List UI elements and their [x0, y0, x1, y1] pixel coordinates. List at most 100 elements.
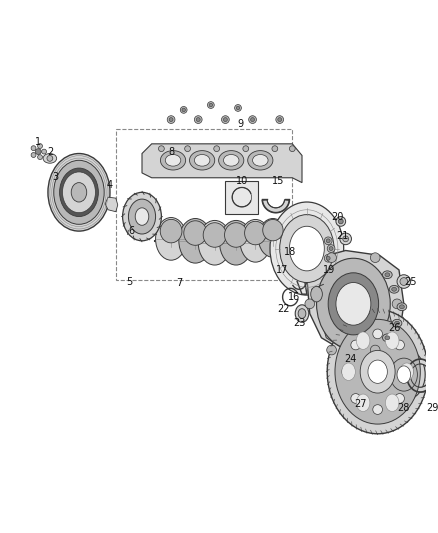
- Circle shape: [251, 118, 254, 122]
- Circle shape: [397, 274, 410, 288]
- Ellipse shape: [63, 172, 95, 213]
- Ellipse shape: [390, 358, 417, 391]
- Circle shape: [185, 146, 191, 151]
- Text: 20: 20: [332, 212, 344, 222]
- Ellipse shape: [244, 221, 266, 245]
- Ellipse shape: [311, 286, 322, 302]
- Ellipse shape: [290, 226, 324, 271]
- Text: 22: 22: [277, 304, 290, 314]
- Text: 25: 25: [404, 277, 417, 287]
- Circle shape: [395, 393, 404, 403]
- Ellipse shape: [179, 219, 212, 263]
- Circle shape: [180, 107, 187, 114]
- Text: 29: 29: [427, 402, 438, 413]
- Text: 17: 17: [276, 265, 289, 275]
- Text: 26: 26: [388, 323, 400, 333]
- Circle shape: [47, 156, 53, 161]
- Circle shape: [326, 256, 330, 260]
- Ellipse shape: [219, 151, 244, 170]
- Ellipse shape: [194, 155, 210, 166]
- Bar: [116, 130, 292, 280]
- Ellipse shape: [327, 310, 428, 434]
- Text: 9: 9: [237, 119, 243, 130]
- Text: 4: 4: [107, 180, 113, 190]
- Circle shape: [194, 116, 202, 124]
- Ellipse shape: [190, 151, 215, 170]
- Ellipse shape: [382, 271, 392, 279]
- Text: 19: 19: [323, 265, 335, 275]
- Ellipse shape: [385, 394, 399, 411]
- Ellipse shape: [60, 168, 99, 216]
- Circle shape: [395, 340, 404, 350]
- Ellipse shape: [165, 155, 181, 166]
- Circle shape: [169, 118, 173, 122]
- Text: 1: 1: [35, 137, 41, 147]
- Ellipse shape: [248, 151, 273, 170]
- Text: 2: 2: [48, 147, 54, 157]
- Circle shape: [159, 146, 164, 151]
- Circle shape: [342, 367, 351, 376]
- Circle shape: [336, 216, 346, 226]
- Circle shape: [31, 146, 36, 151]
- Text: 28: 28: [398, 402, 410, 413]
- Circle shape: [167, 116, 175, 124]
- Ellipse shape: [399, 305, 404, 309]
- Circle shape: [392, 299, 402, 309]
- Text: 5: 5: [126, 277, 133, 287]
- Circle shape: [196, 118, 200, 122]
- Ellipse shape: [360, 350, 395, 393]
- Circle shape: [214, 146, 219, 151]
- Polygon shape: [105, 197, 118, 212]
- Circle shape: [327, 253, 336, 262]
- Ellipse shape: [385, 273, 390, 277]
- Text: 27: 27: [354, 399, 367, 409]
- Ellipse shape: [368, 360, 387, 383]
- Ellipse shape: [342, 363, 355, 381]
- Circle shape: [209, 103, 212, 107]
- Ellipse shape: [203, 223, 226, 247]
- Circle shape: [38, 155, 42, 159]
- Ellipse shape: [335, 319, 420, 424]
- Text: 18: 18: [284, 247, 297, 257]
- Ellipse shape: [397, 366, 410, 383]
- Circle shape: [327, 245, 335, 253]
- Ellipse shape: [385, 336, 390, 340]
- Polygon shape: [321, 307, 394, 352]
- Circle shape: [340, 233, 351, 245]
- Text: 24: 24: [344, 354, 357, 364]
- Ellipse shape: [317, 259, 390, 350]
- Text: 6: 6: [128, 226, 134, 236]
- Ellipse shape: [356, 394, 370, 411]
- Circle shape: [42, 149, 46, 154]
- Bar: [226, 181, 258, 214]
- Ellipse shape: [385, 332, 399, 349]
- Ellipse shape: [392, 287, 396, 291]
- Text: 3: 3: [53, 172, 59, 182]
- Circle shape: [373, 405, 382, 414]
- Ellipse shape: [223, 155, 239, 166]
- Text: 7: 7: [176, 278, 182, 288]
- Ellipse shape: [155, 217, 187, 260]
- Ellipse shape: [382, 334, 392, 342]
- Ellipse shape: [128, 199, 155, 234]
- Ellipse shape: [400, 363, 413, 381]
- Ellipse shape: [356, 332, 370, 349]
- Polygon shape: [407, 359, 432, 392]
- Circle shape: [243, 146, 249, 151]
- Ellipse shape: [397, 303, 407, 311]
- Ellipse shape: [43, 154, 57, 163]
- Circle shape: [351, 393, 360, 403]
- Circle shape: [371, 345, 380, 355]
- Text: 21: 21: [336, 231, 349, 241]
- Ellipse shape: [382, 349, 425, 401]
- Circle shape: [223, 118, 227, 122]
- Ellipse shape: [48, 154, 110, 231]
- Ellipse shape: [123, 192, 161, 241]
- Ellipse shape: [328, 273, 378, 335]
- Ellipse shape: [71, 183, 87, 202]
- Circle shape: [305, 299, 314, 309]
- Circle shape: [38, 143, 42, 149]
- Ellipse shape: [253, 155, 268, 166]
- Ellipse shape: [198, 221, 231, 265]
- Text: 23: 23: [293, 318, 305, 328]
